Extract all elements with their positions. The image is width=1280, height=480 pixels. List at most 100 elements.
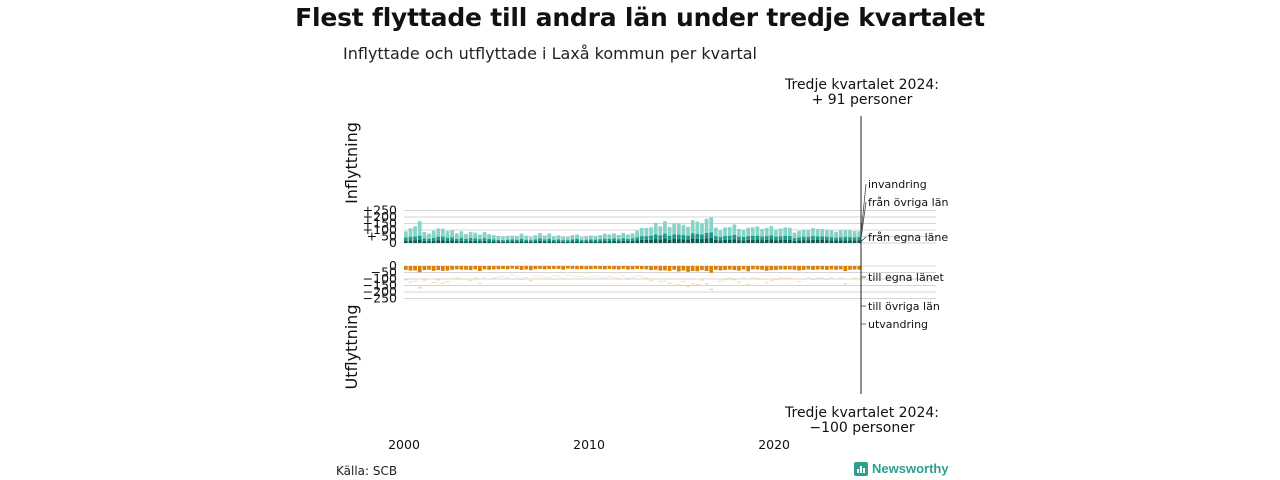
bar-out-utvandring xyxy=(727,277,732,279)
bar-out-egna xyxy=(820,266,825,270)
bar-out-egna xyxy=(672,266,677,270)
bar-in-egna xyxy=(464,241,468,243)
bar-in-ovriga xyxy=(436,236,441,241)
x-tick-2020: 2020 xyxy=(758,437,790,452)
bar-in-invandring xyxy=(709,217,714,233)
bar-out-utvandring xyxy=(482,277,487,278)
inflyttning-bars xyxy=(404,217,862,243)
bar-in-ovriga xyxy=(824,236,829,241)
bar-in-ovriga xyxy=(454,238,459,242)
bar-out-egna xyxy=(806,266,811,270)
bar-out-egna xyxy=(709,266,714,273)
series-label-out: till övriga län xyxy=(868,300,940,313)
bar-in-invandring xyxy=(672,223,677,235)
bar-in-egna xyxy=(718,240,723,243)
bar-in-ovriga xyxy=(612,238,616,241)
bar-in-invandring xyxy=(732,224,737,235)
bar-in-egna xyxy=(760,240,764,243)
bar-out-egna xyxy=(413,266,417,271)
bar-in-ovriga xyxy=(487,238,491,242)
bar-in-invandring xyxy=(626,234,630,239)
bar-in-egna xyxy=(501,241,505,243)
bar-in-egna xyxy=(607,241,612,243)
bar-out-egna xyxy=(621,266,626,269)
bar-in-invandring xyxy=(570,235,575,240)
bar-out-utvandring xyxy=(607,276,612,277)
bar-in-invandring xyxy=(801,229,806,237)
bar-out-egna xyxy=(755,266,760,270)
bar-out-egna xyxy=(630,266,635,270)
bar-in-invandring xyxy=(829,230,834,238)
bar-out-egna xyxy=(417,266,422,273)
bar-in-ovriga xyxy=(801,236,806,241)
bar-in-invandring xyxy=(565,237,570,241)
bar-in-egna xyxy=(589,241,593,243)
bar-out-utvandring xyxy=(589,276,593,278)
brand-logo[interactable]: Newsworthy xyxy=(854,461,949,476)
bar-out-utvandring xyxy=(533,276,538,277)
bar-out-utvandring xyxy=(838,277,843,278)
bar-in-invandring xyxy=(459,231,464,238)
bar-out-egna xyxy=(445,266,450,271)
bar-in-egna xyxy=(811,239,815,243)
bar-in-ovriga xyxy=(547,238,552,242)
y-axis-label-utflyttning: Utflyttning xyxy=(342,305,361,390)
bar-out-utvandring xyxy=(741,277,746,278)
bar-out-egna xyxy=(829,266,834,270)
bar-out-utvandring xyxy=(556,275,561,277)
bar-out-utvandring xyxy=(616,277,621,279)
bar-in-ovriga xyxy=(478,239,482,242)
bar-in-ovriga xyxy=(676,234,681,240)
bar-in-ovriga xyxy=(658,235,663,240)
bar-in-egna xyxy=(787,239,792,243)
bar-in-invandring xyxy=(515,236,519,240)
y-tick-in: +250 xyxy=(363,203,397,218)
bar-in-egna xyxy=(769,239,774,243)
bar-in-egna xyxy=(737,240,741,243)
bar-in-invandring xyxy=(501,237,505,241)
bar-in-egna xyxy=(468,240,473,243)
bar-in-ovriga xyxy=(482,238,487,241)
bar-in-egna xyxy=(445,240,450,243)
bar-in-egna xyxy=(436,240,441,243)
bar-out-utvandring xyxy=(676,284,681,286)
bar-out-utvandring xyxy=(769,279,774,281)
bar-in-egna xyxy=(621,240,626,243)
bar-in-invandring xyxy=(630,233,635,239)
source-note: Källa: SCB xyxy=(336,464,398,478)
bar-in-ovriga xyxy=(607,238,612,242)
bar-in-ovriga xyxy=(649,235,653,240)
bar-out-utvandring xyxy=(584,276,589,278)
y-tick-in: +100 xyxy=(363,222,397,237)
bar-out-utvandring xyxy=(427,278,431,280)
bar-out-utvandring xyxy=(598,276,603,278)
series-labels: invandring från övriga län från egna läne t… xyxy=(860,178,948,331)
bar-in-invandring xyxy=(676,223,681,235)
bar-in-invandring xyxy=(737,228,741,237)
bar-in-ovriga xyxy=(709,232,714,239)
bar-in-ovriga xyxy=(579,240,584,242)
bar-in-egna xyxy=(427,241,431,243)
bar-in-ovriga xyxy=(556,239,561,242)
bar-out-egna xyxy=(663,266,667,271)
bar-out-utvandring xyxy=(672,278,677,280)
bar-in-ovriga xyxy=(589,239,593,242)
bar-in-ovriga xyxy=(718,237,723,241)
bar-in-egna xyxy=(505,241,510,243)
bar-out-utvandring xyxy=(478,282,482,284)
bar-out-utvandring xyxy=(704,283,709,285)
bar-in-invandring xyxy=(653,222,658,235)
bar-out-utvandring xyxy=(436,279,441,281)
bar-in-ovriga xyxy=(769,235,774,240)
bar-in-egna xyxy=(454,241,459,243)
bar-in-invandring xyxy=(584,236,589,240)
bar-in-ovriga xyxy=(552,239,556,242)
bar-in-egna xyxy=(713,239,718,243)
bar-in-invandring xyxy=(491,235,496,240)
bar-out-egna xyxy=(801,266,806,270)
bar-in-ovriga xyxy=(404,237,408,241)
bar-in-egna xyxy=(570,241,575,243)
bar-out-egna xyxy=(727,266,732,270)
bar-out-utvandring xyxy=(713,278,718,280)
bar-out-utvandring xyxy=(681,281,686,283)
